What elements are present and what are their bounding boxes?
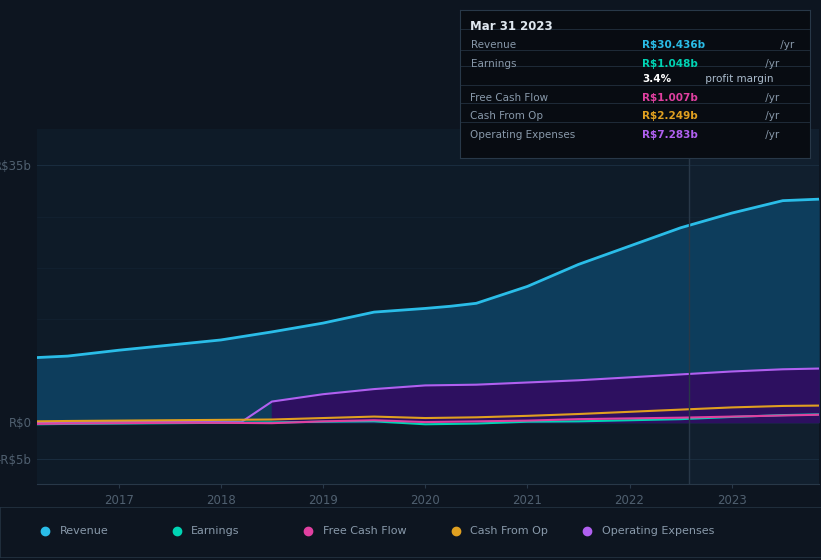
Text: Mar 31 2023: Mar 31 2023 [470, 20, 553, 34]
Text: Free Cash Flow: Free Cash Flow [323, 526, 406, 536]
Text: Earnings: Earnings [191, 526, 240, 536]
Text: Revenue: Revenue [470, 40, 516, 50]
Text: R$2.249b: R$2.249b [642, 111, 698, 122]
Bar [689, 129, 819, 484]
Text: profit margin: profit margin [702, 74, 773, 85]
Text: Operating Expenses: Operating Expenses [470, 130, 576, 140]
Text: R$1.007b: R$1.007b [642, 93, 698, 103]
Text: Operating Expenses: Operating Expenses [602, 526, 714, 536]
Text: /yr: /yr [763, 59, 780, 69]
Text: Cash From Op: Cash From Op [470, 111, 544, 122]
Text: R$1.048b: R$1.048b [642, 59, 698, 69]
Text: Earnings: Earnings [470, 59, 516, 69]
Text: R$7.283b: R$7.283b [642, 130, 698, 140]
Text: /yr: /yr [777, 40, 795, 50]
Text: R$30.436b: R$30.436b [642, 40, 705, 50]
Text: 3.4%: 3.4% [642, 74, 671, 85]
Text: Cash From Op: Cash From Op [470, 526, 548, 536]
Text: Revenue: Revenue [60, 526, 108, 536]
Text: Free Cash Flow: Free Cash Flow [470, 93, 548, 103]
Text: /yr: /yr [763, 111, 780, 122]
Text: /yr: /yr [763, 130, 780, 140]
Text: /yr: /yr [763, 93, 780, 103]
